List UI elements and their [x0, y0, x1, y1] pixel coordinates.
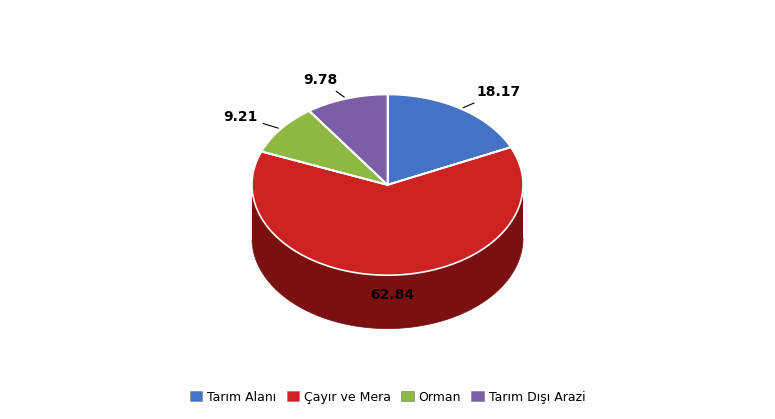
- PathPatch shape: [261, 111, 388, 185]
- Text: 9.78: 9.78: [303, 73, 344, 97]
- PathPatch shape: [309, 95, 388, 185]
- Text: 62.84: 62.84: [370, 288, 414, 302]
- Polygon shape: [252, 185, 523, 328]
- PathPatch shape: [252, 147, 523, 275]
- Text: 9.21: 9.21: [223, 110, 278, 128]
- PathPatch shape: [388, 95, 511, 185]
- Text: 18.17: 18.17: [463, 85, 521, 108]
- Legend: Tarım Alanı, Çayır ve Mera, Orman, Tarım Dışı Arazi: Tarım Alanı, Çayır ve Mera, Orman, Tarım…: [184, 385, 591, 409]
